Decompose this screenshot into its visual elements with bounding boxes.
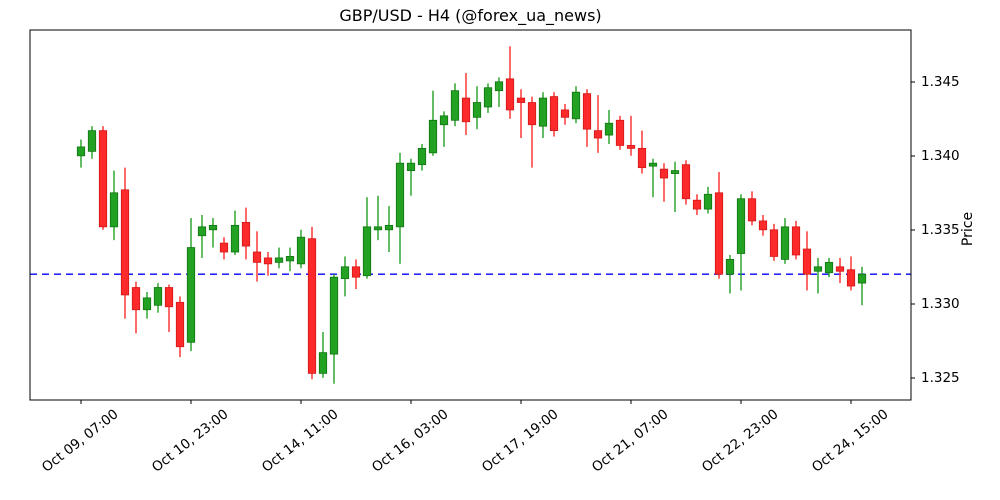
- candle-body-down: [615, 119, 625, 146]
- candle-body-down: [307, 238, 317, 374]
- candle-body-up: [373, 226, 383, 231]
- y-tick-label: 1.325: [921, 369, 960, 386]
- candle-body-up: [604, 122, 614, 136]
- candle-body-down: [505, 78, 515, 111]
- candle-body-down: [241, 221, 251, 247]
- candle-body-up: [406, 162, 416, 171]
- candle-body-up: [703, 193, 713, 210]
- candle-body-down: [560, 109, 570, 118]
- candle-body-up: [648, 162, 658, 167]
- candle-body-up: [362, 226, 372, 277]
- candle-body-down: [747, 198, 757, 222]
- candle-body-down: [461, 97, 471, 123]
- candle-body-up: [395, 162, 405, 228]
- candle-body-down: [582, 93, 592, 130]
- candle-body-up: [329, 276, 339, 355]
- candle-body-up: [285, 256, 295, 262]
- candle-body-down: [846, 269, 856, 287]
- candle-body-down: [98, 130, 108, 228]
- candle-body-down: [527, 102, 537, 126]
- candle-body-up: [87, 130, 97, 152]
- candle-body-down: [714, 192, 724, 275]
- candle-body-down: [769, 229, 779, 257]
- candle-body-up: [142, 297, 152, 311]
- candle-body-down: [835, 266, 845, 272]
- plot-border: [29, 29, 912, 401]
- candle-body-up: [670, 170, 680, 174]
- candle-body-up: [813, 266, 823, 272]
- candle-body-up: [857, 273, 867, 284]
- candle-body-down: [758, 220, 768, 231]
- candle-body-up: [153, 287, 163, 306]
- candle-body-up: [208, 224, 218, 231]
- candle-body-up: [494, 81, 504, 92]
- candle-body-down: [593, 130, 603, 139]
- candle-body-up: [340, 266, 350, 280]
- candle-body-down: [516, 97, 526, 103]
- candle-body-up: [384, 224, 394, 231]
- candle-body-up: [780, 226, 790, 260]
- candle-body-down: [219, 242, 229, 253]
- candle-body-down: [175, 301, 185, 348]
- candle-body-down: [549, 96, 559, 132]
- candle-body-up: [417, 147, 427, 166]
- chart-title: GBP/USD - H4 (@forex_ua_news): [339, 6, 602, 25]
- candle-body-down: [681, 164, 691, 200]
- y-tick-label: 1.330: [921, 295, 960, 312]
- candle-body-down: [164, 287, 174, 308]
- candle-body-down: [637, 147, 647, 169]
- candle-body-down: [791, 226, 801, 256]
- candle-body-up: [318, 352, 328, 374]
- candle-body-up: [472, 102, 482, 118]
- candle-body-up: [439, 115, 449, 126]
- candle-body-up: [296, 236, 306, 265]
- y-tick-label: 1.345: [921, 73, 960, 90]
- candle-body-down: [626, 145, 636, 149]
- candle-body-up: [824, 261, 834, 274]
- candle-body-down: [131, 287, 141, 311]
- y-tick-label: 1.340: [921, 147, 960, 164]
- candle-body-down: [802, 248, 812, 275]
- candle-body-up: [109, 192, 119, 228]
- candle-body-up: [197, 226, 207, 237]
- candle-body-up: [538, 97, 548, 127]
- candle-body-up: [76, 146, 86, 157]
- candle-body-up: [725, 258, 735, 275]
- candle-body-up: [274, 257, 284, 263]
- candle-body-down: [120, 189, 130, 296]
- y-tick-label: 1.335: [921, 221, 960, 238]
- candle-body-down: [659, 168, 669, 179]
- candle-body-up: [186, 247, 196, 343]
- candle-body-up: [571, 91, 581, 120]
- candle-body-up: [428, 119, 438, 154]
- candle-body-up: [450, 90, 460, 121]
- price-axis-label: Price: [960, 211, 976, 247]
- candle-body-up: [736, 198, 746, 254]
- candle-body-down: [263, 257, 273, 265]
- candle-body-down: [252, 251, 262, 263]
- candle-body-down: [692, 199, 702, 210]
- candle-body-down: [351, 266, 361, 278]
- candle-body-up: [483, 87, 493, 108]
- candle-body-up: [230, 224, 240, 253]
